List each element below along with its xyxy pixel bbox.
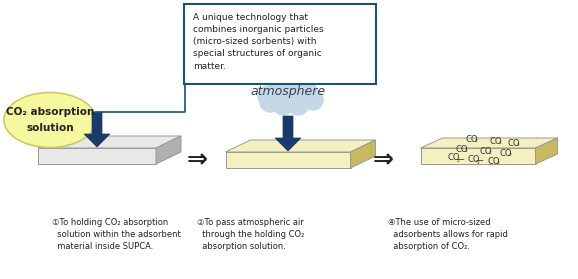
Text: CO: CO — [456, 145, 469, 153]
Text: ₂: ₂ — [509, 151, 512, 158]
Text: CO: CO — [508, 138, 521, 148]
Text: ₂: ₂ — [517, 141, 520, 148]
Text: ⇒: ⇒ — [372, 148, 394, 172]
Polygon shape — [535, 138, 558, 164]
Circle shape — [281, 72, 307, 98]
Polygon shape — [84, 112, 110, 147]
Circle shape — [287, 93, 309, 115]
Text: ₂: ₂ — [465, 148, 468, 153]
Text: ④The use of micro-sized
  adsorbents allows for rapid
  absorption of CO₂.: ④The use of micro-sized adsorbents allow… — [388, 218, 508, 251]
FancyBboxPatch shape — [184, 4, 376, 84]
Text: ②To pass atmospheric air
  through the holding CO₂
  absorption solution.: ②To pass atmospheric air through the hol… — [197, 218, 305, 251]
Circle shape — [273, 95, 293, 115]
Polygon shape — [156, 136, 181, 164]
Polygon shape — [350, 140, 376, 168]
Polygon shape — [38, 148, 156, 164]
Polygon shape — [225, 140, 376, 152]
Circle shape — [303, 90, 323, 110]
Text: CO: CO — [488, 157, 501, 165]
Circle shape — [258, 86, 278, 106]
Polygon shape — [38, 136, 181, 148]
Ellipse shape — [4, 93, 96, 148]
Text: CO: CO — [490, 136, 502, 146]
Text: CO: CO — [466, 134, 479, 143]
Text: CO₂ absorption: CO₂ absorption — [6, 107, 94, 117]
Text: CO: CO — [480, 146, 492, 155]
Polygon shape — [225, 152, 350, 168]
Text: ₂: ₂ — [498, 140, 501, 146]
Text: ①To holding CO₂ absorption
  solution within the adsorbent
  material inside SUP: ①To holding CO₂ absorption solution with… — [52, 218, 181, 251]
Circle shape — [295, 81, 317, 103]
Text: ₂: ₂ — [475, 138, 477, 143]
Polygon shape — [421, 148, 535, 164]
Circle shape — [260, 92, 280, 112]
Text: —: — — [456, 155, 464, 164]
Polygon shape — [421, 138, 558, 148]
Text: CO: CO — [500, 148, 513, 158]
Text: A unique technology that
combines inorganic particles
(micro-sized sorbents) wit: A unique technology that combines inorga… — [193, 13, 324, 71]
Text: ₂: ₂ — [476, 158, 479, 165]
Text: ₂: ₂ — [488, 150, 491, 155]
Text: —: — — [475, 157, 483, 165]
Text: solution: solution — [26, 123, 74, 133]
Circle shape — [267, 74, 295, 102]
Text: CO: CO — [448, 153, 461, 162]
Text: ₂: ₂ — [497, 160, 499, 165]
Polygon shape — [275, 116, 301, 151]
Text: ⇒: ⇒ — [187, 148, 208, 172]
Text: atmosphere: atmosphere — [250, 85, 325, 98]
Text: ₂: ₂ — [457, 157, 460, 162]
Text: CO: CO — [468, 155, 480, 165]
